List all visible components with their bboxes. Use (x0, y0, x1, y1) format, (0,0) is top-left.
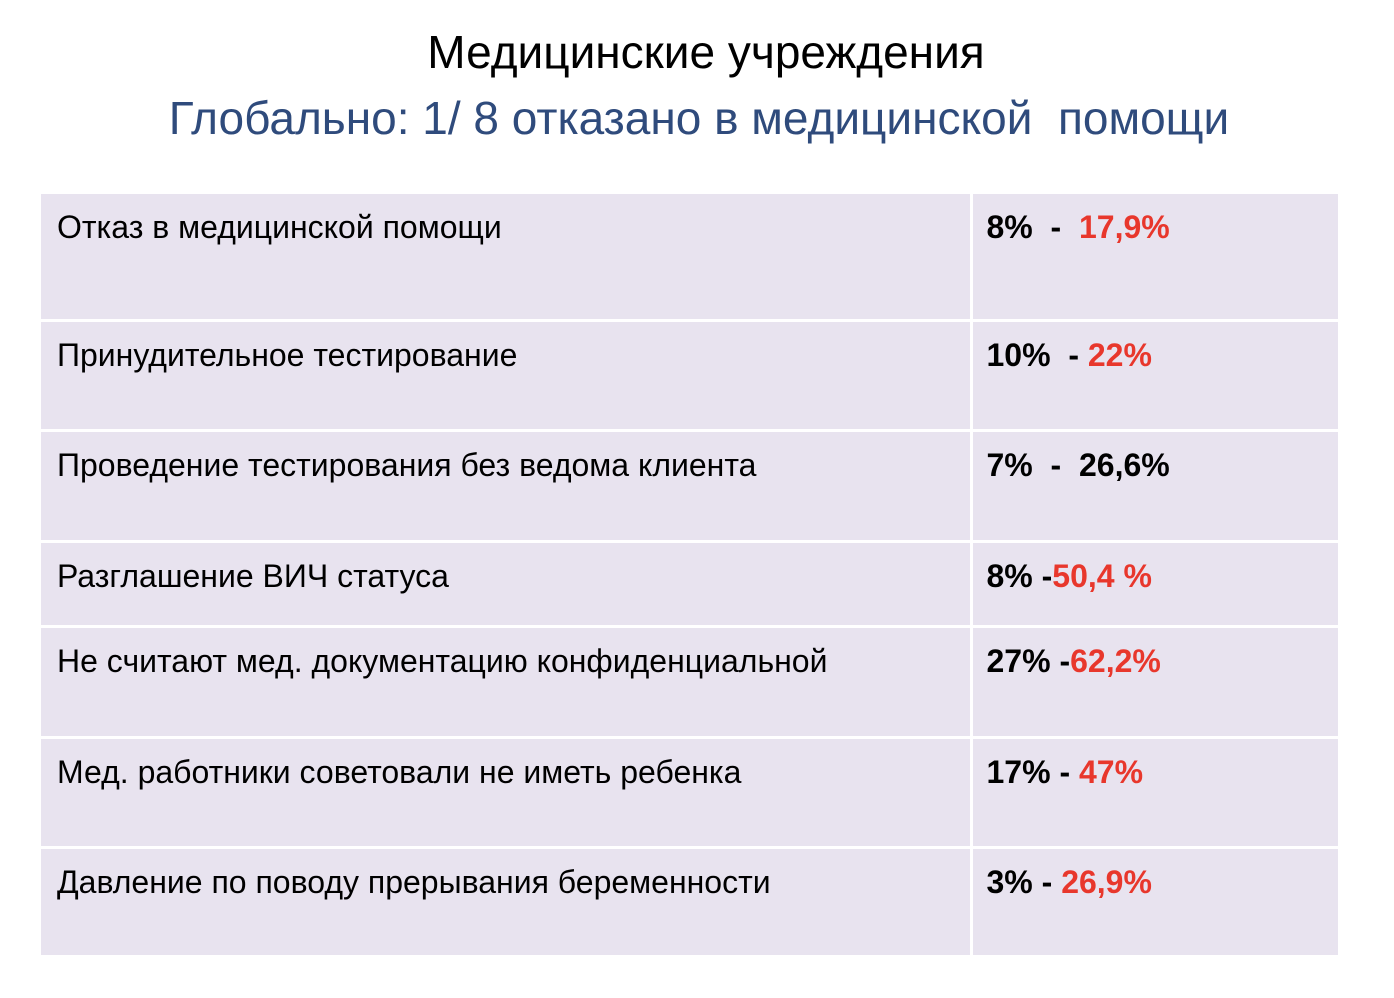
value-range-end: 47% (1078, 753, 1144, 790)
table-row: Разглашение ВИЧ статуса 8% -50,4 % (41, 541, 1338, 628)
value-range-end: 62,2% (1070, 642, 1161, 679)
slide-title: Медицинские учреждения (427, 26, 985, 78)
table-row: Давление по поводу прерывания беременнос… (41, 847, 1338, 955)
value-range-end: 17,9% (1078, 209, 1170, 245)
value-range-end: 26,9% (1061, 863, 1152, 900)
table-row: Мед. работники советовали не иметь ребен… (41, 737, 1338, 849)
value-range-start: 8% - (986, 209, 1079, 245)
table-row: Принудительное тестирование 10% - 22% (41, 320, 1338, 432)
row-label: Принудительное тестирование (41, 320, 973, 432)
table-row: Отказ в медицинской помощи 8% - 17,9% (41, 194, 1338, 322)
row-label: Давление по поводу прерывания беременнос… (41, 847, 973, 955)
row-value: 7% - 26,6% (971, 430, 1338, 543)
row-label: Отказ в медицинской помощи (41, 194, 973, 322)
statistics-table: Отказ в медицинской помощи 8% - 17,9% Пр… (41, 194, 1338, 955)
value-range-start: 17% - (986, 753, 1079, 790)
row-value: 8% -50,4 % (971, 541, 1338, 628)
row-value: 17% - 47% (971, 737, 1338, 849)
row-label: Мед. работники советовали не иметь ребен… (41, 737, 973, 849)
table-row: Проведение тестирования без ведома клиен… (41, 430, 1338, 543)
row-value: 10% - 22% (971, 320, 1338, 432)
row-value: 8% - 17,9% (971, 194, 1338, 322)
row-value: 27% -62,2% (971, 626, 1338, 739)
value-range-start: 7% - (986, 446, 1079, 483)
value-range-end: 50,4 % (1052, 557, 1152, 594)
value-range-start: 3% - (986, 863, 1062, 900)
row-value: 3% - 26,9% (971, 847, 1338, 955)
value-range-end: 26,6% (1078, 446, 1170, 483)
value-range-start: 8% - (986, 557, 1053, 594)
value-range-start: 27% - (986, 642, 1071, 679)
table-row: Не считают мед. документацию конфиденциа… (41, 626, 1338, 739)
row-label: Проведение тестирования без ведома клиен… (41, 430, 973, 543)
row-label: Разглашение ВИЧ статуса (41, 541, 973, 628)
row-label: Не считают мед. документацию конфиденциа… (41, 626, 973, 739)
slide-subtitle: Глобально: 1/ 8 отказано в медицинской п… (168, 92, 1230, 144)
value-range-start: 10% - (986, 336, 1088, 373)
value-range-end: 22% (1087, 336, 1152, 373)
